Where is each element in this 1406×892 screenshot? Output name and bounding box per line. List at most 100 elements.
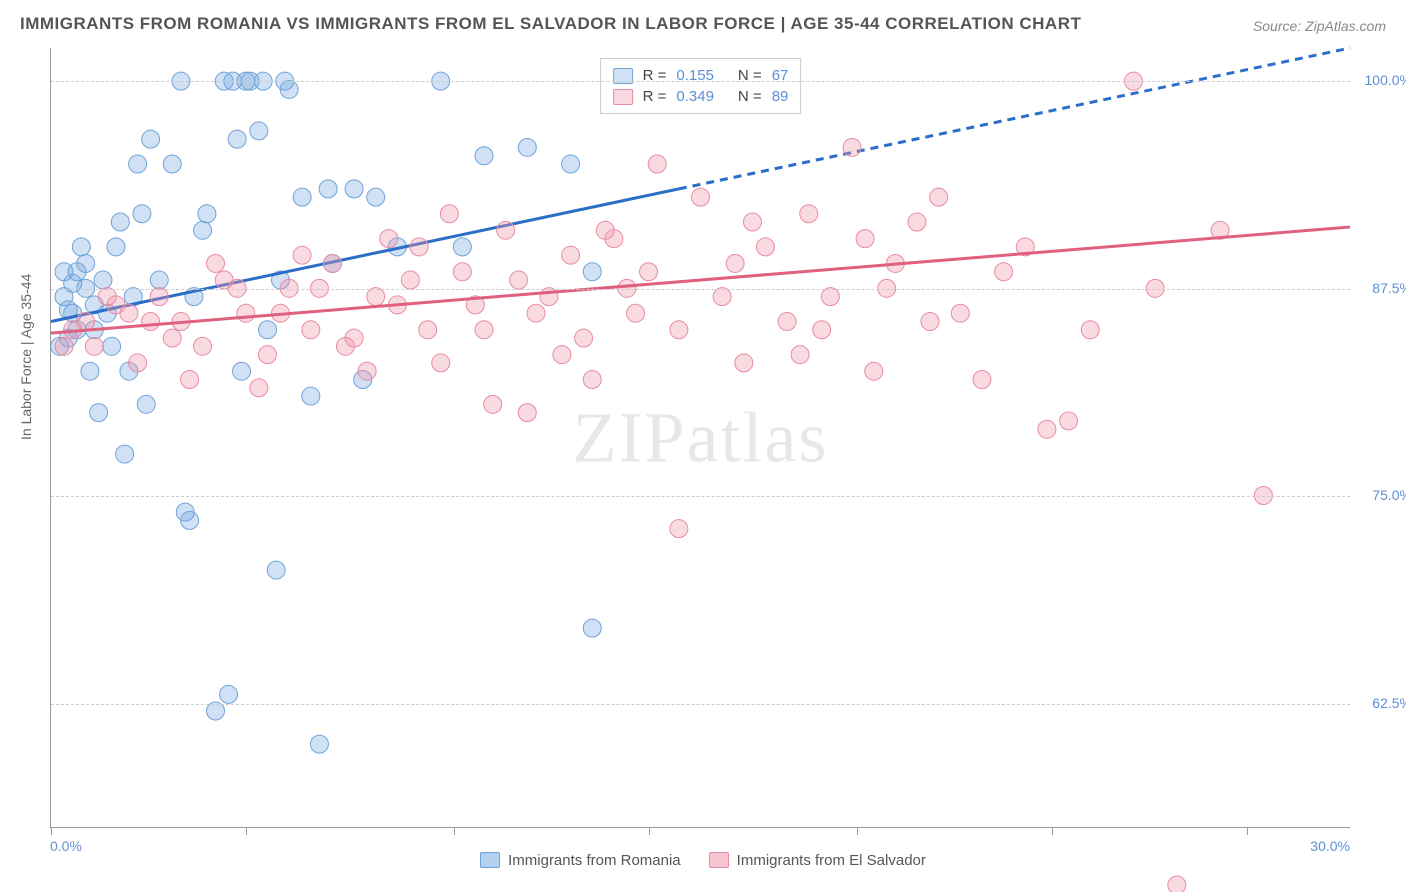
data-point — [553, 346, 571, 364]
data-point — [432, 354, 450, 372]
x-tick-mark — [649, 827, 650, 835]
data-point — [865, 362, 883, 380]
data-point — [163, 329, 181, 347]
chart-title: IMMIGRANTS FROM ROMANIA VS IMMIGRANTS FR… — [20, 14, 1081, 34]
data-point — [150, 288, 168, 306]
legend-r-label: R = — [643, 88, 667, 105]
data-point — [380, 230, 398, 248]
data-point — [1038, 420, 1056, 438]
legend-swatch — [480, 852, 500, 868]
data-point — [77, 312, 95, 330]
data-point — [367, 288, 385, 306]
legend-stat-row: R =0.155N =67 — [613, 65, 789, 86]
legend-item: Immigrants from El Salvador — [709, 852, 926, 869]
data-point — [410, 238, 428, 256]
data-point — [640, 263, 658, 281]
data-point — [791, 346, 809, 364]
data-point — [743, 213, 761, 231]
data-point — [259, 346, 277, 364]
legend-series: Immigrants from RomaniaImmigrants from E… — [0, 852, 1406, 873]
legend-n-label: N = — [738, 88, 762, 105]
legend-swatch — [613, 89, 633, 105]
data-point — [648, 155, 666, 173]
data-point — [453, 263, 471, 281]
data-point — [77, 254, 95, 272]
data-point — [207, 254, 225, 272]
data-point — [129, 155, 147, 173]
data-point — [259, 321, 277, 339]
data-point — [81, 362, 99, 380]
data-point — [843, 138, 861, 156]
data-point — [518, 138, 536, 156]
gridline — [51, 704, 1350, 705]
data-point — [484, 395, 502, 413]
data-point — [510, 271, 528, 289]
plot-svg — [51, 48, 1350, 827]
y-tick-label: 62.5% — [1357, 695, 1406, 711]
data-point — [176, 503, 194, 521]
data-point — [228, 130, 246, 148]
data-point — [908, 213, 926, 231]
data-point — [518, 404, 536, 422]
data-point — [310, 735, 328, 753]
data-point — [233, 362, 251, 380]
data-point — [497, 221, 515, 239]
data-point — [856, 230, 874, 248]
x-tick-mark — [857, 827, 858, 835]
data-point — [800, 205, 818, 223]
data-point — [198, 205, 216, 223]
data-point — [973, 371, 991, 389]
data-point — [107, 238, 125, 256]
data-point — [163, 155, 181, 173]
data-point — [358, 362, 376, 380]
data-point — [207, 702, 225, 720]
data-point — [367, 188, 385, 206]
data-point — [267, 561, 285, 579]
data-point — [401, 271, 419, 289]
data-point — [995, 263, 1013, 281]
data-point — [116, 445, 134, 463]
data-point — [562, 155, 580, 173]
data-point — [85, 337, 103, 355]
data-point — [98, 288, 116, 306]
gridline — [51, 289, 1350, 290]
data-point — [220, 685, 238, 703]
data-point — [142, 130, 160, 148]
data-point — [1081, 321, 1099, 339]
data-point — [194, 221, 212, 239]
plot-area: ZIPatlas R =0.155N =67R =0.349N =89 62.5… — [50, 48, 1350, 828]
data-point — [440, 205, 458, 223]
data-point — [583, 371, 601, 389]
data-point — [55, 337, 73, 355]
x-tick-mark — [1247, 827, 1248, 835]
chart-container: IMMIGRANTS FROM ROMANIA VS IMMIGRANTS FR… — [0, 0, 1406, 892]
data-point — [237, 304, 255, 322]
data-point — [293, 246, 311, 264]
data-point — [302, 321, 320, 339]
data-point — [150, 271, 168, 289]
y-tick-label: 75.0% — [1357, 487, 1406, 503]
data-point — [575, 329, 593, 347]
data-point — [627, 304, 645, 322]
data-point — [756, 238, 774, 256]
data-point — [596, 221, 614, 239]
data-point — [336, 337, 354, 355]
data-point — [527, 304, 545, 322]
x-tick-mark — [51, 827, 52, 835]
data-point — [735, 354, 753, 372]
data-point — [90, 404, 108, 422]
data-point — [319, 180, 337, 198]
data-point — [540, 288, 558, 306]
gridline — [51, 81, 1350, 82]
data-point — [120, 304, 138, 322]
data-point — [670, 321, 688, 339]
legend-stats: R =0.155N =67R =0.349N =89 — [600, 58, 802, 114]
data-point — [419, 321, 437, 339]
y-axis-label: In Labor Force | Age 35-44 — [18, 274, 34, 440]
data-point — [921, 312, 939, 330]
data-point — [293, 188, 311, 206]
data-point — [302, 387, 320, 405]
data-point — [137, 395, 155, 413]
data-point — [453, 238, 471, 256]
data-point — [583, 263, 601, 281]
